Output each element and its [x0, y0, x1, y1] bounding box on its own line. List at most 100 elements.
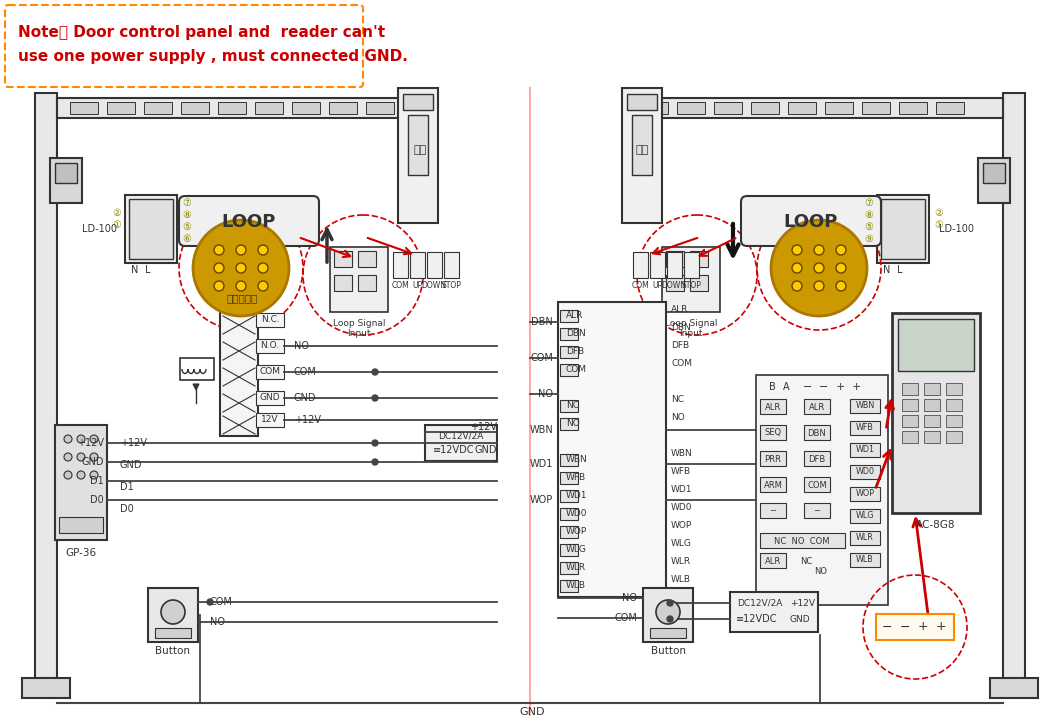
Text: −: −	[900, 621, 911, 634]
Bar	[714, 102, 742, 114]
Bar	[22, 678, 70, 698]
Text: COM: COM	[294, 367, 317, 377]
Bar	[760, 503, 787, 518]
Bar	[180, 358, 214, 380]
Circle shape	[161, 600, 186, 624]
Text: +: +	[851, 382, 861, 392]
Text: DOWN: DOWN	[422, 280, 446, 290]
Circle shape	[792, 245, 802, 255]
Circle shape	[77, 471, 85, 479]
Bar	[881, 199, 925, 259]
Circle shape	[836, 263, 846, 273]
Circle shape	[372, 440, 378, 446]
Text: LOOP: LOOP	[783, 213, 838, 231]
Text: NO: NO	[622, 593, 637, 603]
Circle shape	[258, 281, 268, 291]
Bar	[558, 302, 666, 597]
Bar	[850, 399, 880, 413]
Text: WBN: WBN	[671, 449, 693, 459]
Bar	[850, 509, 880, 523]
Text: GND: GND	[475, 445, 497, 455]
Bar	[560, 418, 578, 430]
Text: NO: NO	[210, 617, 225, 627]
Text: WD0: WD0	[671, 503, 692, 513]
Bar	[643, 588, 693, 642]
Bar	[292, 102, 320, 114]
Text: WOP: WOP	[671, 521, 692, 531]
Text: ≡12VDC: ≡12VDC	[432, 445, 475, 455]
Text: PRR: PRR	[764, 454, 781, 464]
Text: N: N	[131, 265, 139, 275]
Text: STOP: STOP	[441, 280, 461, 290]
Text: D1: D1	[120, 482, 134, 492]
Bar	[898, 319, 974, 371]
Circle shape	[77, 453, 85, 461]
Text: COM: COM	[530, 353, 553, 363]
Text: UP: UP	[412, 280, 422, 290]
Bar	[690, 251, 708, 267]
Text: WOP: WOP	[566, 528, 587, 536]
Text: GP-36: GP-36	[66, 548, 96, 558]
Text: DFB: DFB	[566, 348, 584, 356]
Circle shape	[214, 263, 224, 273]
Text: WD1: WD1	[855, 446, 874, 454]
Circle shape	[90, 453, 98, 461]
Text: +12V: +12V	[294, 415, 321, 425]
Text: DC12V/2A: DC12V/2A	[738, 598, 782, 608]
Text: ARM: ARM	[763, 480, 782, 490]
Bar	[756, 375, 888, 605]
Bar	[877, 195, 929, 263]
Text: NO: NO	[566, 420, 580, 428]
Bar	[329, 102, 357, 114]
Text: WLR: WLR	[671, 557, 691, 567]
Bar	[334, 275, 352, 291]
Text: +: +	[835, 382, 845, 392]
Bar	[850, 443, 880, 457]
Bar	[330, 247, 388, 312]
Text: ⑧: ⑧	[182, 210, 192, 220]
Bar	[220, 308, 258, 436]
Circle shape	[258, 263, 268, 273]
Bar	[803, 425, 830, 440]
Bar	[628, 98, 1003, 118]
Text: DOWN: DOWN	[661, 280, 687, 290]
Text: −: −	[803, 382, 813, 392]
Circle shape	[90, 471, 98, 479]
Text: −: −	[770, 506, 777, 516]
Bar	[144, 102, 172, 114]
Bar	[760, 425, 787, 440]
Bar	[924, 431, 940, 443]
Bar	[650, 252, 665, 278]
Text: LD-100: LD-100	[82, 224, 117, 234]
Bar	[55, 425, 107, 540]
Text: WBN: WBN	[855, 402, 874, 410]
Bar	[334, 251, 352, 267]
Text: DC12V/2A: DC12V/2A	[439, 431, 483, 441]
Text: +12V: +12V	[120, 438, 147, 448]
Bar	[893, 313, 980, 513]
Bar	[257, 391, 284, 405]
Text: ②: ②	[935, 208, 943, 218]
Text: Button: Button	[156, 646, 191, 656]
Bar	[633, 252, 648, 278]
Circle shape	[193, 220, 289, 316]
Bar	[936, 102, 964, 114]
Bar	[850, 553, 880, 567]
Text: +: +	[936, 621, 947, 634]
Text: ALR: ALR	[765, 557, 781, 565]
Text: ≡12VDC: ≡12VDC	[736, 614, 777, 624]
Bar	[560, 310, 578, 322]
Text: ALR: ALR	[809, 402, 825, 412]
Text: DBN: DBN	[671, 324, 691, 332]
Text: Input: Input	[348, 329, 371, 338]
Bar	[218, 102, 246, 114]
Text: ⑥: ⑥	[182, 234, 192, 244]
Text: 道闸: 道闸	[413, 145, 426, 155]
Text: GND: GND	[294, 393, 317, 403]
Text: COM: COM	[566, 366, 587, 374]
Bar	[425, 425, 497, 461]
Text: Input: Input	[679, 329, 703, 338]
Bar	[946, 399, 962, 411]
Bar	[560, 508, 578, 520]
Bar	[155, 628, 191, 638]
